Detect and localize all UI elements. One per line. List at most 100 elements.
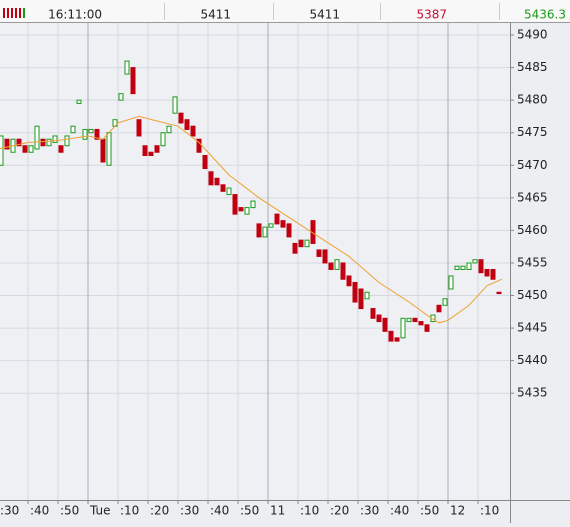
candle-body [88, 128, 94, 134]
candle-body [130, 67, 136, 95]
candle-body [58, 145, 64, 153]
candle-body [166, 125, 172, 134]
candle-body [76, 99, 82, 104]
candle-body [154, 145, 160, 153]
quote-value: 5436.3 [524, 8, 566, 22]
grid [0, 23, 510, 500]
x-tick-label: :30 [180, 504, 199, 518]
x-tick-label: :20 [150, 504, 169, 518]
candle-body [208, 171, 214, 186]
candle-body [202, 155, 208, 170]
quote-bar [0, 0, 570, 22]
x-tick-label: :50 [60, 504, 79, 518]
y-tick-label: 5455 [517, 255, 548, 269]
candle-body [436, 304, 442, 313]
candle-body [136, 119, 142, 137]
candle-body [268, 223, 274, 228]
candle-body [370, 308, 376, 319]
candle-body [82, 128, 88, 140]
candle-body [94, 128, 100, 140]
candle-body [394, 337, 400, 342]
candle-body [448, 275, 454, 290]
marks [0, 60, 503, 342]
candle-body [412, 317, 418, 323]
x-tick-label: :40 [210, 504, 229, 518]
candle-body [418, 321, 424, 326]
y-tick-label: 5445 [517, 321, 548, 335]
x-tick-label: :20 [330, 504, 349, 518]
candle-body [4, 138, 10, 150]
candle-body [70, 125, 76, 134]
candle-body [304, 239, 310, 248]
candle-body [196, 138, 202, 153]
y-tick-label: 5450 [517, 288, 548, 302]
candle-body [262, 226, 268, 238]
candle-body [496, 291, 502, 295]
candle-body [118, 93, 124, 101]
candle-body [484, 268, 490, 277]
candle-body [340, 262, 346, 280]
x-tick-label: :10 [300, 504, 319, 518]
x-tick-label: Tue [89, 504, 111, 518]
candle-body [148, 151, 154, 157]
x-tick-label: 11 [270, 504, 285, 518]
candle-body [34, 125, 40, 150]
plot-area [0, 23, 510, 500]
candle-body [328, 262, 334, 270]
candle-body [220, 184, 226, 192]
y-tick-label: 5485 [517, 60, 548, 74]
x-tick-label: :40 [30, 504, 49, 518]
x-tick-label: :10 [480, 504, 499, 518]
candle-body [274, 213, 280, 225]
candle-body [454, 265, 460, 270]
moving-average-line [0, 115, 503, 324]
y-tick-label: 5460 [517, 223, 548, 237]
status-icon [3, 8, 25, 18]
quote-time: 16:11:00 [48, 8, 102, 22]
candle-body [256, 223, 262, 238]
x-tick-label: :10 [120, 504, 139, 518]
candle-body [466, 262, 472, 270]
quote-value: 5387 [416, 8, 447, 22]
candle-body [226, 187, 232, 196]
candle-body [406, 317, 412, 323]
candle-body [16, 138, 22, 147]
candle-body [0, 135, 4, 166]
x-tick-label: 12 [450, 504, 465, 518]
candle-body [232, 194, 238, 215]
candle-body [292, 242, 298, 254]
candle-body [334, 259, 340, 270]
y-tick-label: 5465 [517, 190, 548, 204]
candle-body [424, 324, 430, 332]
candle-body [172, 96, 178, 114]
candle-body [244, 207, 250, 215]
x-tick-label: :30 [360, 504, 379, 518]
candle-body [214, 177, 220, 186]
candle-body [28, 145, 34, 153]
candle-body [358, 288, 364, 310]
candle-body [190, 125, 196, 137]
candle-body [442, 298, 448, 306]
candle-body [40, 138, 46, 147]
candle-body [460, 265, 466, 270]
candle-body [286, 223, 292, 238]
x-tick-label: :50 [420, 504, 439, 518]
quote-value: 5411 [309, 8, 340, 22]
y-tick-label: 5435 [517, 386, 548, 400]
candle-body [472, 259, 478, 264]
candle-body [352, 281, 358, 303]
candle-body [382, 317, 388, 332]
candle-body [280, 220, 286, 228]
y-tick-label: 5475 [517, 125, 548, 139]
candle-body [64, 135, 70, 147]
y-tick-label: 5490 [517, 28, 548, 42]
candle-body [238, 207, 244, 212]
x-tick-label: :30 [0, 504, 19, 518]
candle-body [322, 249, 328, 264]
candle-body [160, 132, 166, 147]
candle-body [178, 112, 184, 124]
x-tick-label: :50 [240, 504, 259, 518]
y-tick-label: 5480 [517, 93, 548, 107]
candle-body [388, 330, 394, 342]
